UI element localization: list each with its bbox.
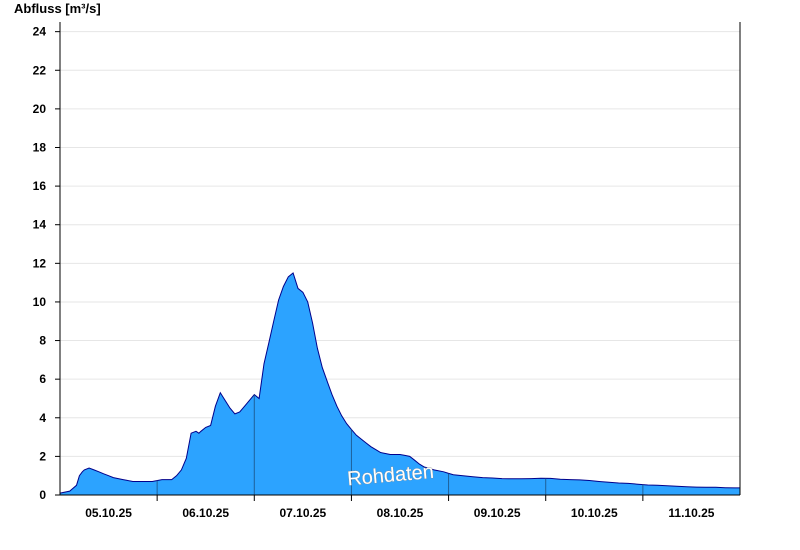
x-tick-label-11.10.25: 11.10.25 [668,506,714,520]
y-tick-label-0: 0 [39,488,46,502]
x-axis-ticks: 05.10.25 06.10.25 07.10.25 08.10.25 09.10.25… [85,495,715,520]
y-axis-title: Abfluss [m³/s] [14,1,101,16]
y-tick-label-4: 4 [39,411,46,425]
x-tick-label-07.10.25: 07.10.25 [279,506,326,520]
y-tick-label-6: 6 [39,372,46,386]
y-tick-label-24: 24 [33,25,47,39]
discharge-area-fill [60,273,740,495]
y-tick-label-8: 8 [39,334,46,348]
y-tick-label-22: 22 [33,63,47,77]
y-tick-label-16: 16 [33,179,47,193]
x-tick-label-05.10.25: 05.10.25 [85,506,132,520]
discharge-line [59,272,740,494]
x-tick-label-09.10.25: 09.10.25 [474,506,521,520]
y-tick-label-2: 2 [39,449,46,463]
axes [59,22,741,496]
y-tick-label-12: 12 [33,256,47,270]
x-tick-label-06.10.25: 06.10.25 [182,506,229,520]
y-tick-label-20: 20 [33,102,47,116]
y-tick-label-10: 10 [33,295,47,309]
day-separator-lines [156,394,644,495]
discharge-area-series [59,272,740,495]
x-tick-label-10.10.25: 10.10.25 [571,506,618,520]
y-tick-label-14: 14 [33,218,47,232]
grid-lines [60,31,740,457]
y-tick-label-18: 18 [33,140,47,154]
x-tick-label-08.10.25: 08.10.25 [377,506,424,520]
